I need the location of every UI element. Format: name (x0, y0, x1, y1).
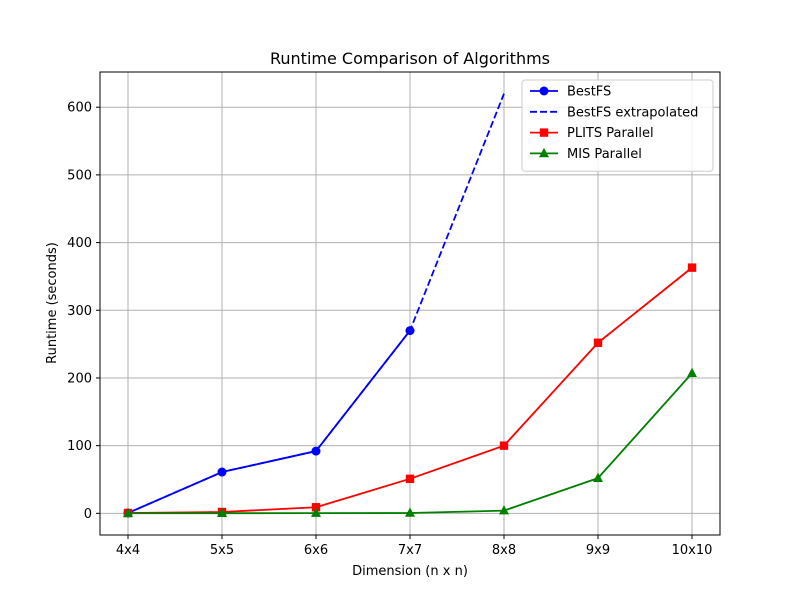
data-point-plits-parallel (311, 503, 321, 512)
y-tick-label: 400 (67, 236, 92, 251)
x-tick-label: 10x10 (672, 543, 713, 558)
y-tick-label: 200 (67, 371, 92, 386)
legend-marker-mis-parallel (539, 147, 549, 158)
chart-title: Runtime Comparison of Algorithms (270, 49, 550, 68)
x-axis-label: Dimension (n x n) (352, 564, 468, 579)
data-point-mis-parallel (593, 472, 603, 482)
y-tick-label: 100 (67, 439, 92, 454)
x-tick-label: 8x8 (492, 543, 516, 558)
data-point-plits-parallel (405, 474, 415, 484)
legend-label-bestfs: BestFS (567, 85, 611, 100)
series-line-bestfs-extrapolated (127, 93, 505, 514)
y-tick-label: 600 (67, 101, 92, 116)
series-line-bestfs (127, 330, 411, 514)
data-point-mis-parallel (405, 507, 415, 517)
data-point-bestfs (217, 467, 227, 477)
series-mis-parallel (123, 367, 697, 518)
data-point-mis-parallel (499, 505, 509, 515)
y-axis-label: Runtime (seconds) (45, 242, 60, 364)
legend-label-bestfs-extrapolated: BestFS extrapolated (567, 105, 698, 120)
x-tick-label: 4x4 (116, 543, 140, 558)
legend-marker-bestfs (539, 86, 549, 96)
data-point-bestfs (405, 326, 415, 336)
data-point-bestfs (311, 446, 321, 456)
axes: 4x4 5x5 6x6 7x7 8x8 9x9 10x10 0 100 200 300 400 500 6… (67, 101, 712, 558)
x-tick-label: 5x5 (210, 543, 234, 558)
x-tick-label: 6x6 (304, 543, 328, 558)
series-group (123, 93, 697, 518)
data-point-mis-parallel (123, 507, 133, 518)
legend-label-mis-parallel: MIS Parallel (567, 147, 642, 162)
data-point-plits-parallel (499, 441, 509, 450)
y-tick-label: 300 (67, 304, 92, 319)
legend-box (521, 79, 714, 172)
x-tick-label: 9x9 (586, 543, 610, 558)
series-bestfs-extrapolated (127, 93, 505, 514)
data-point-plits-parallel (593, 338, 603, 347)
data-point-mis-parallel (687, 367, 697, 378)
legend-marker-plits-parallel (539, 128, 549, 137)
y-tick-label: 500 (67, 168, 92, 183)
legend-label-plits-parallel: PLITS Parallel (567, 126, 654, 141)
data-point-mis-parallel (217, 507, 227, 518)
data-point-mis-parallel (311, 507, 321, 517)
series-bestfs (123, 326, 415, 518)
y-tick-label: 0 (84, 507, 92, 522)
data-point-plits-parallel (687, 263, 697, 272)
legend: BestFS BestFS extrapolated PLITS Parallel M… (521, 79, 714, 172)
x-tick-label: 7x7 (398, 543, 422, 558)
